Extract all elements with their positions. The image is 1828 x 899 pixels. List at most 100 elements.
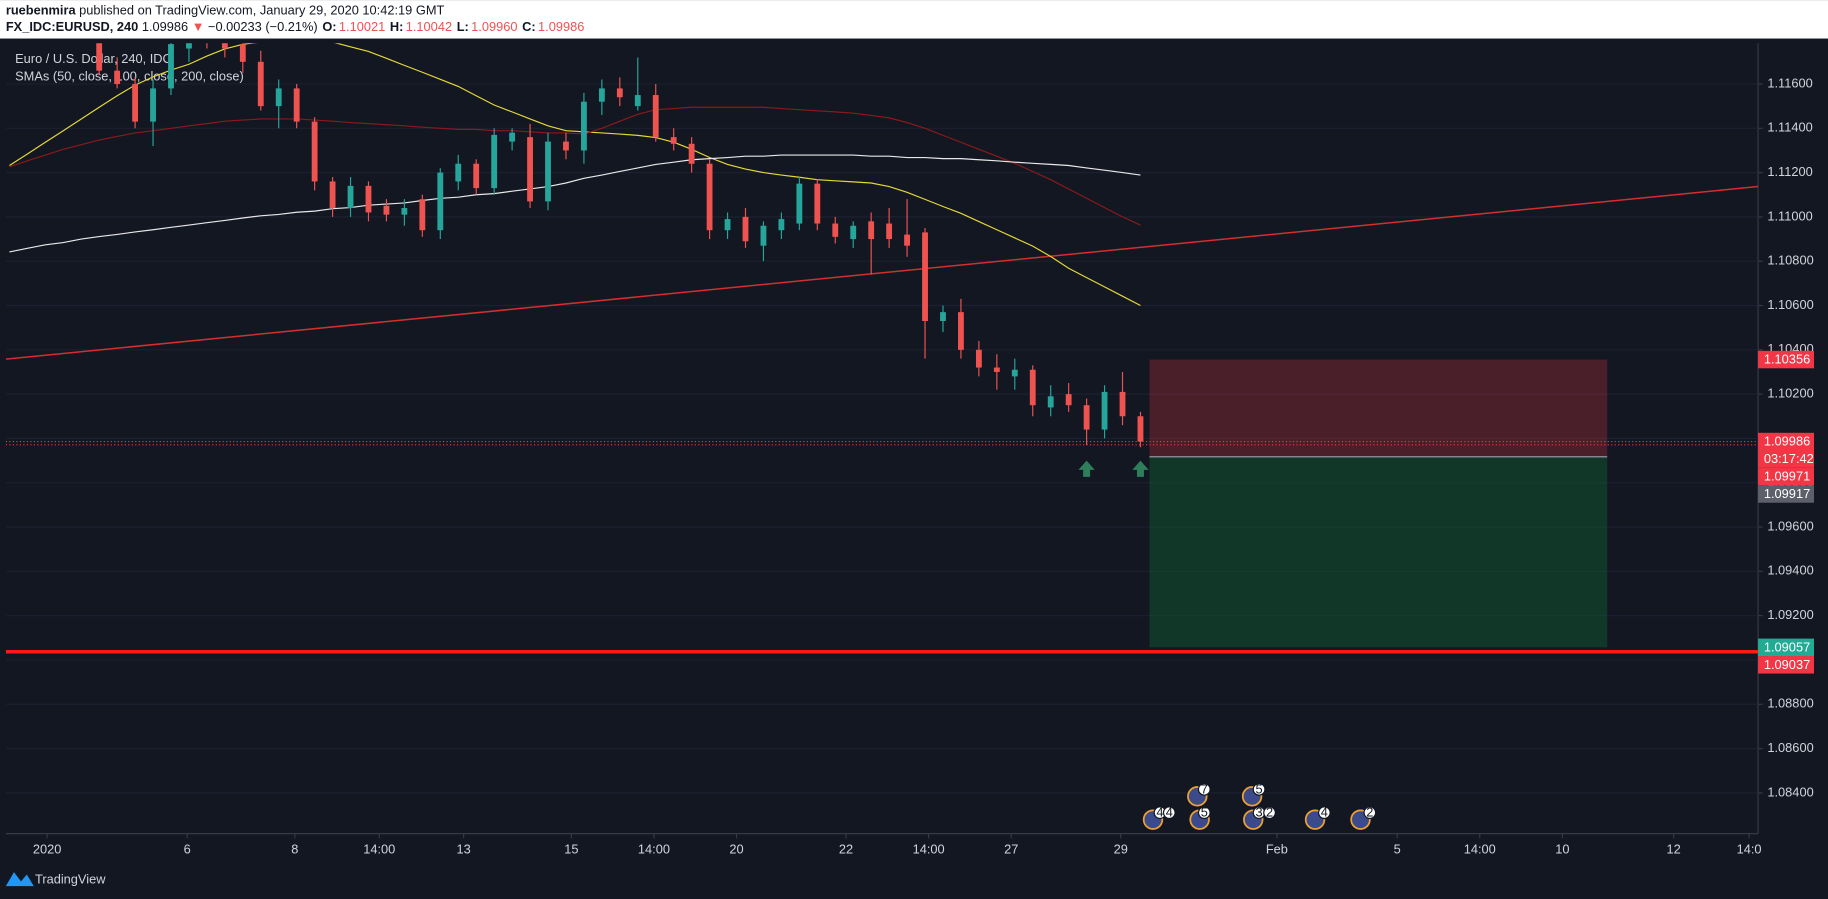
candle-body — [168, 44, 174, 89]
candle-body — [329, 181, 336, 209]
price-label: 1.09037 — [1764, 657, 1810, 672]
candle-body — [275, 88, 282, 107]
x-tick-label: 5 — [1394, 841, 1401, 856]
candle-body — [724, 219, 731, 231]
event-badge — [1317, 806, 1331, 820]
price-label-box — [1758, 485, 1815, 503]
price-label-box — [1758, 350, 1815, 369]
ohlc-value: 1.09960 — [471, 19, 517, 34]
candle-body — [1029, 369, 1036, 406]
target-zone — [1149, 456, 1608, 648]
candle-body — [886, 223, 893, 240]
x-tick-label: 27 — [1004, 841, 1018, 856]
x-tick-label: Feb — [1266, 841, 1288, 856]
candle-body — [293, 88, 300, 122]
x-tick-label: 14:00 — [638, 841, 670, 856]
chart-title: Euro / U.S. Dollar, 240, IDC — [15, 51, 172, 66]
candle-body — [257, 61, 264, 107]
candle-body — [473, 163, 480, 189]
event-badge — [1197, 782, 1211, 796]
x-tick-label: 22 — [839, 841, 853, 856]
candle-body — [455, 163, 462, 182]
candle-body — [419, 199, 426, 231]
candle-body — [401, 208, 408, 215]
sma-line — [9, 106, 1141, 226]
signal-arrow — [1132, 460, 1149, 477]
price-label-box — [1758, 638, 1815, 657]
y-tick-label: 1.09200 — [1767, 607, 1813, 622]
candle-body — [706, 163, 713, 231]
event-badge — [1197, 806, 1211, 820]
event-count: 3 — [1256, 805, 1263, 820]
candle-body — [150, 88, 156, 122]
ohlc-value: 1.10021 — [339, 19, 385, 34]
candle-body — [940, 312, 946, 322]
event-count: 5 — [1201, 805, 1208, 820]
event-count: 4 — [1156, 805, 1163, 820]
candle-body — [868, 221, 875, 240]
ohlc-key: H: — [390, 19, 404, 34]
candle-body — [616, 88, 623, 98]
published-line: ruebenmira published on TradingView.com,… — [6, 3, 445, 18]
candle-body — [1119, 391, 1126, 417]
change: −0.00233 (−0.21%) — [208, 19, 318, 34]
candle-body — [1083, 405, 1090, 430]
candle-body — [239, 44, 246, 62]
candle-body — [975, 349, 982, 368]
event-count: 7 — [1201, 781, 1208, 796]
candle-body — [993, 367, 1000, 372]
candle-body — [437, 172, 444, 231]
candle-body — [311, 121, 318, 182]
candle-body — [1065, 394, 1072, 406]
candle-body — [688, 143, 695, 164]
event-count: 2 — [1366, 805, 1373, 820]
y-tick-label: 1.10200 — [1767, 386, 1813, 401]
candle-body — [545, 141, 551, 202]
event-badge — [1162, 806, 1176, 820]
candle-body — [186, 43, 192, 49]
x-tick-label: 12 — [1667, 841, 1681, 856]
signal-arrow — [1078, 460, 1095, 477]
header-bar — [0, 0, 1828, 39]
candle-body — [1137, 416, 1144, 442]
candle-body — [114, 70, 121, 84]
x-tick-label: 20 — [729, 841, 743, 856]
candle-body — [634, 95, 641, 107]
candle-body — [814, 183, 821, 224]
ohlc-key: O: — [322, 19, 336, 34]
candle-body — [670, 137, 677, 144]
candle-body — [1047, 396, 1054, 408]
event-count: 5 — [1256, 781, 1263, 796]
x-tick-label: 15 — [564, 841, 578, 856]
candle-body — [958, 312, 964, 350]
x-tick-label: 6 — [184, 841, 191, 856]
candle-body — [598, 88, 605, 102]
x-tick-label: 14:0 — [1737, 841, 1762, 856]
price-label: 1.09971 — [1764, 468, 1810, 483]
y-tick-label: 1.10600 — [1767, 297, 1813, 312]
y-tick-label: 1.09400 — [1767, 563, 1813, 578]
candle-body — [581, 101, 587, 151]
candle-body — [221, 43, 228, 49]
price-label: 1.10356 — [1764, 352, 1810, 367]
candle-body — [1101, 391, 1108, 430]
candle-body — [347, 185, 354, 209]
sma-line — [9, 43, 1141, 307]
candle-body — [652, 95, 659, 138]
chart-subtitle: SMAs (50, close, 100, close, 200, close) — [15, 68, 244, 83]
x-tick-label: 2020 — [33, 841, 62, 856]
ohlc-value: 1.09986 — [538, 19, 584, 34]
candle-body — [563, 141, 569, 151]
ohlc-key: C: — [522, 19, 536, 34]
x-tick-label: 14:00 — [363, 841, 395, 856]
trendline — [5, 185, 1759, 360]
candle-body — [922, 232, 928, 322]
y-tick-label: 1.08800 — [1767, 696, 1813, 711]
ohlc-key: L: — [457, 19, 469, 34]
y-tick-label: 1.11600 — [1767, 75, 1812, 90]
price-label: 1.09917 — [1764, 486, 1810, 501]
candle-body — [778, 219, 785, 231]
candle-body — [832, 223, 839, 237]
symbol-line: FX_IDC:EURUSD, 240 1.09986 ▼ −0.00233 (−… — [6, 19, 585, 34]
